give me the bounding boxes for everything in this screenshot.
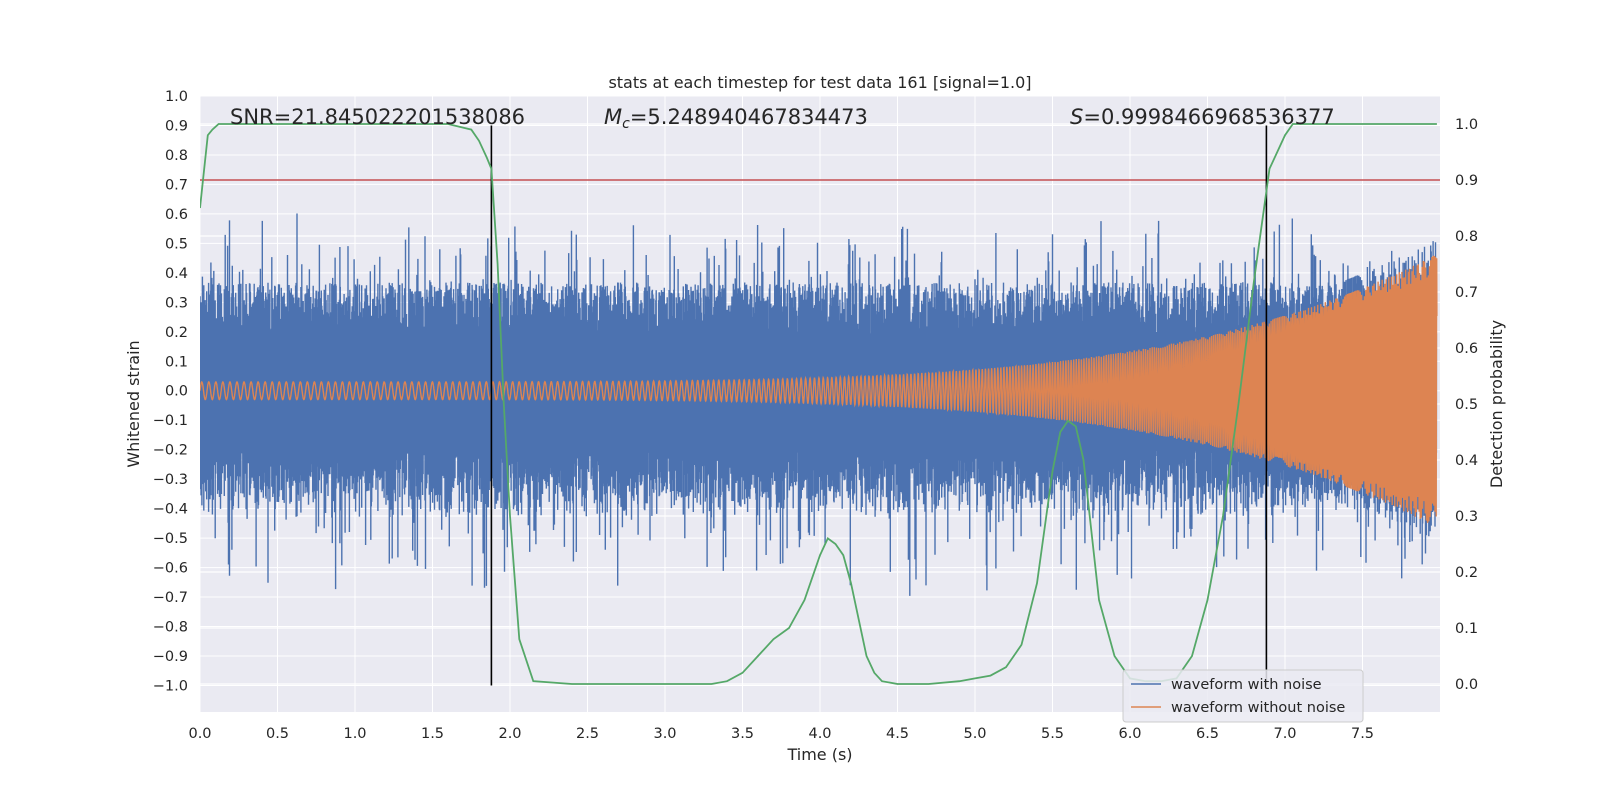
y-tick-label: −0.9 — [153, 649, 188, 665]
s-annotation: S=0.9998466968536377 — [1070, 105, 1335, 129]
y2-tick-label: 0.1 — [1455, 621, 1478, 637]
y2-tick-label: 0.9 — [1455, 173, 1478, 189]
y-tick-label: −0.8 — [153, 620, 188, 636]
y-axis-ticks: 1.0 0.9 0.8 0.7 0.6 0.5 0.4 0.3 0.2 0.1 0.0 −0.1 −0.… — [153, 89, 188, 694]
y-tick-label: 0.8 — [165, 148, 188, 164]
y-tick-label: 0.1 — [165, 354, 188, 370]
chirp-mass-annotation: Mc=5.248940467834473 — [604, 105, 868, 132]
chart-title: stats at each timestep for test data 161… — [608, 73, 1031, 92]
snr-annotation: SNR=21.845022201538086 — [230, 105, 525, 129]
x-tick-label: 7.0 — [1273, 726, 1296, 742]
y-tick-label: −0.5 — [153, 531, 188, 547]
y-tick-label: −0.6 — [153, 561, 188, 577]
y-tick-label: 0.0 — [165, 384, 188, 400]
y-tick-label: −0.4 — [153, 502, 188, 518]
y-tick-label: 0.9 — [165, 118, 188, 134]
y-tick-label: 0.4 — [165, 266, 188, 282]
y-tick-label: −1.0 — [153, 678, 188, 694]
x-axis-label: Time (s) — [786, 745, 852, 764]
legend-label-clean: waveform without noise — [1171, 700, 1345, 716]
x-tick-label: 4.0 — [808, 726, 831, 742]
y2-tick-label: 0.8 — [1455, 229, 1478, 245]
x-tick-label: 0.0 — [188, 726, 211, 742]
y-tick-label: −0.3 — [153, 472, 188, 488]
y2-tick-label: 0.6 — [1455, 341, 1478, 357]
x-tick-label: 2.0 — [498, 726, 521, 742]
legend-label-noisy: waveform with noise — [1171, 677, 1322, 693]
legend: waveform with noise waveform without noi… — [1122, 669, 1364, 723]
x-tick-label: 2.5 — [576, 726, 599, 742]
y-tick-label: −0.1 — [153, 413, 188, 429]
legend-box — [1122, 669, 1364, 723]
y-tick-label: 0.3 — [165, 295, 188, 311]
x-tick-label: 5.0 — [963, 726, 986, 742]
y-tick-label: −0.7 — [153, 590, 188, 606]
y-axis-label: Whitened strain — [124, 340, 143, 467]
detection-markers — [490, 125, 1268, 686]
y2-tick-label: 0.0 — [1455, 677, 1478, 693]
x-tick-label: 6.0 — [1118, 726, 1141, 742]
y-tick-label: −0.2 — [153, 443, 188, 459]
y-tick-label: 0.7 — [165, 177, 188, 193]
y2-tick-label: 0.4 — [1455, 453, 1478, 469]
y2-axis-label: Detection probability — [1487, 320, 1506, 488]
x-tick-label: 3.0 — [653, 726, 676, 742]
x-tick-label: 1.0 — [343, 726, 366, 742]
y2-tick-label: 0.3 — [1455, 509, 1478, 525]
y2-tick-label: 0.2 — [1455, 565, 1478, 581]
x-tick-label: 0.5 — [266, 726, 289, 742]
y2-tick-label: 1.0 — [1455, 117, 1478, 133]
y-tick-label: 1.0 — [165, 89, 188, 105]
series-waveform-without-noise — [200, 255, 1438, 523]
y2-tick-label: 0.7 — [1455, 285, 1478, 301]
y-tick-label: 0.6 — [165, 207, 188, 223]
y-tick-label: 0.2 — [165, 325, 188, 341]
x-tick-label: 5.5 — [1041, 726, 1064, 742]
y2-axis-ticks: 1.0 0.9 0.8 0.7 0.6 0.5 0.4 0.3 0.2 0.1 0.0 — [1455, 117, 1478, 693]
series-detection-probability — [200, 123, 1437, 685]
x-tick-label: 7.5 — [1351, 726, 1374, 742]
x-tick-label: 4.5 — [886, 726, 909, 742]
y2-tick-label: 0.5 — [1455, 397, 1478, 413]
x-tick-label: 1.5 — [421, 726, 444, 742]
x-tick-label: 3.5 — [731, 726, 754, 742]
x-axis-ticks: 0.0 0.5 1.0 1.5 2.0 2.5 3.0 3.5 4.0 4.5 5.0 5.5 6.0 6… — [188, 726, 1374, 742]
x-tick-label: 6.5 — [1196, 726, 1219, 742]
y-tick-label: 0.5 — [165, 236, 188, 252]
